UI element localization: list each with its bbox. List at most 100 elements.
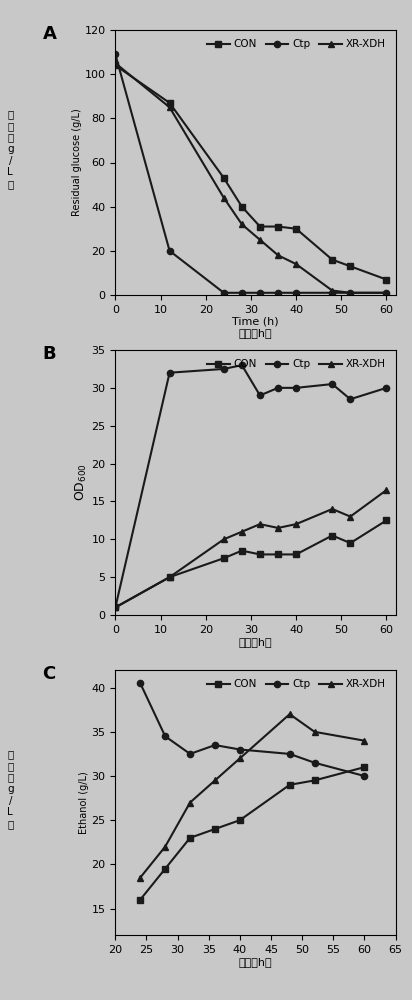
Ctp	[167, 245, 172, 257]
CON	[276, 548, 281, 560]
Y-axis label: Residual glucose (g/L): Residual glucose (g/L)	[72, 109, 82, 216]
XR-XDH	[384, 484, 389, 496]
XR-XDH	[384, 287, 389, 299]
X-axis label: Time (h)
时间（h）: Time (h) 时间（h）	[232, 316, 279, 338]
XR-XDH	[167, 571, 172, 583]
Ctp	[213, 739, 218, 751]
CON	[330, 530, 335, 542]
Ctp	[221, 363, 226, 375]
CON	[237, 814, 242, 826]
XR-XDH	[167, 101, 172, 113]
CON	[138, 894, 143, 906]
XR-XDH	[221, 192, 226, 204]
XR-XDH	[213, 774, 218, 786]
CON	[239, 201, 244, 213]
X-axis label: 时间（h）: 时间（h）	[239, 958, 272, 968]
Line: CON: CON	[112, 62, 390, 283]
Ctp	[330, 287, 335, 299]
Text: 残
糖
（
g
/
L
）: 残 糖 （ g / L ）	[7, 109, 14, 189]
Ctp	[362, 770, 367, 782]
XR-XDH	[312, 726, 317, 738]
XR-XDH	[330, 503, 335, 515]
CON	[113, 59, 118, 71]
CON	[348, 537, 353, 549]
XR-XDH	[113, 601, 118, 613]
XR-XDH	[187, 797, 192, 809]
Line: Ctp: Ctp	[112, 51, 390, 296]
Text: C: C	[42, 665, 56, 683]
Ctp	[167, 367, 172, 379]
CON	[221, 172, 226, 184]
CON	[294, 223, 299, 235]
Ctp	[384, 382, 389, 394]
Y-axis label: OD$_{600}$: OD$_{600}$	[74, 464, 89, 501]
Ctp	[287, 748, 292, 760]
XR-XDH	[330, 285, 335, 297]
Ctp	[113, 48, 118, 60]
CON	[312, 774, 317, 786]
Line: CON: CON	[137, 764, 368, 903]
Legend: CON, Ctp, XR-XDH: CON, Ctp, XR-XDH	[203, 35, 390, 54]
CON	[287, 779, 292, 791]
CON	[330, 254, 335, 266]
Ctp	[312, 757, 317, 769]
XR-XDH	[294, 518, 299, 530]
Ctp	[330, 378, 335, 390]
Text: 乙
醇
（
g
/
L
）: 乙 醇 （ g / L ）	[7, 749, 14, 829]
XR-XDH	[113, 57, 118, 69]
XR-XDH	[239, 526, 244, 538]
Text: A: A	[42, 25, 56, 43]
XR-XDH	[258, 518, 262, 530]
XR-XDH	[276, 249, 281, 261]
Line: CON: CON	[112, 517, 390, 611]
Ctp	[294, 287, 299, 299]
CON	[213, 823, 218, 835]
Ctp	[348, 393, 353, 405]
XR-XDH	[237, 752, 242, 764]
Ctp	[237, 744, 242, 756]
Ctp	[384, 287, 389, 299]
Line: XR-XDH: XR-XDH	[112, 60, 390, 296]
CON	[258, 548, 262, 560]
CON	[163, 863, 168, 875]
CON	[221, 552, 226, 564]
Ctp	[221, 287, 226, 299]
CON	[348, 260, 353, 272]
Ctp	[276, 287, 281, 299]
Legend: CON, Ctp, XR-XDH: CON, Ctp, XR-XDH	[203, 675, 390, 694]
CON	[187, 832, 192, 844]
Ctp	[138, 677, 143, 689]
CON	[384, 274, 389, 286]
CON	[362, 761, 367, 773]
Ctp	[258, 287, 262, 299]
Ctp	[239, 359, 244, 371]
XR-XDH	[287, 708, 292, 720]
XR-XDH	[258, 234, 262, 246]
Line: XR-XDH: XR-XDH	[112, 487, 390, 611]
Ctp	[258, 389, 262, 401]
Ctp	[276, 382, 281, 394]
XR-XDH	[221, 533, 226, 545]
XR-XDH	[276, 522, 281, 534]
Ctp	[239, 287, 244, 299]
Ctp	[163, 730, 168, 742]
Ctp	[113, 601, 118, 613]
Ctp	[294, 382, 299, 394]
Y-axis label: Ethanol (g/L): Ethanol (g/L)	[79, 771, 89, 834]
XR-XDH	[163, 841, 168, 853]
Legend: CON, Ctp, XR-XDH: CON, Ctp, XR-XDH	[203, 355, 390, 374]
Ctp	[187, 748, 192, 760]
CON	[167, 571, 172, 583]
XR-XDH	[138, 872, 143, 884]
CON	[167, 97, 172, 109]
XR-XDH	[362, 735, 367, 747]
Line: Ctp: Ctp	[112, 362, 390, 611]
Line: XR-XDH: XR-XDH	[137, 711, 368, 881]
Text: B: B	[42, 345, 56, 363]
CON	[113, 601, 118, 613]
Line: Ctp: Ctp	[137, 680, 368, 779]
XR-XDH	[348, 511, 353, 523]
XR-XDH	[239, 218, 244, 230]
X-axis label: 时间（h）: 时间（h）	[239, 638, 272, 648]
CON	[384, 514, 389, 526]
